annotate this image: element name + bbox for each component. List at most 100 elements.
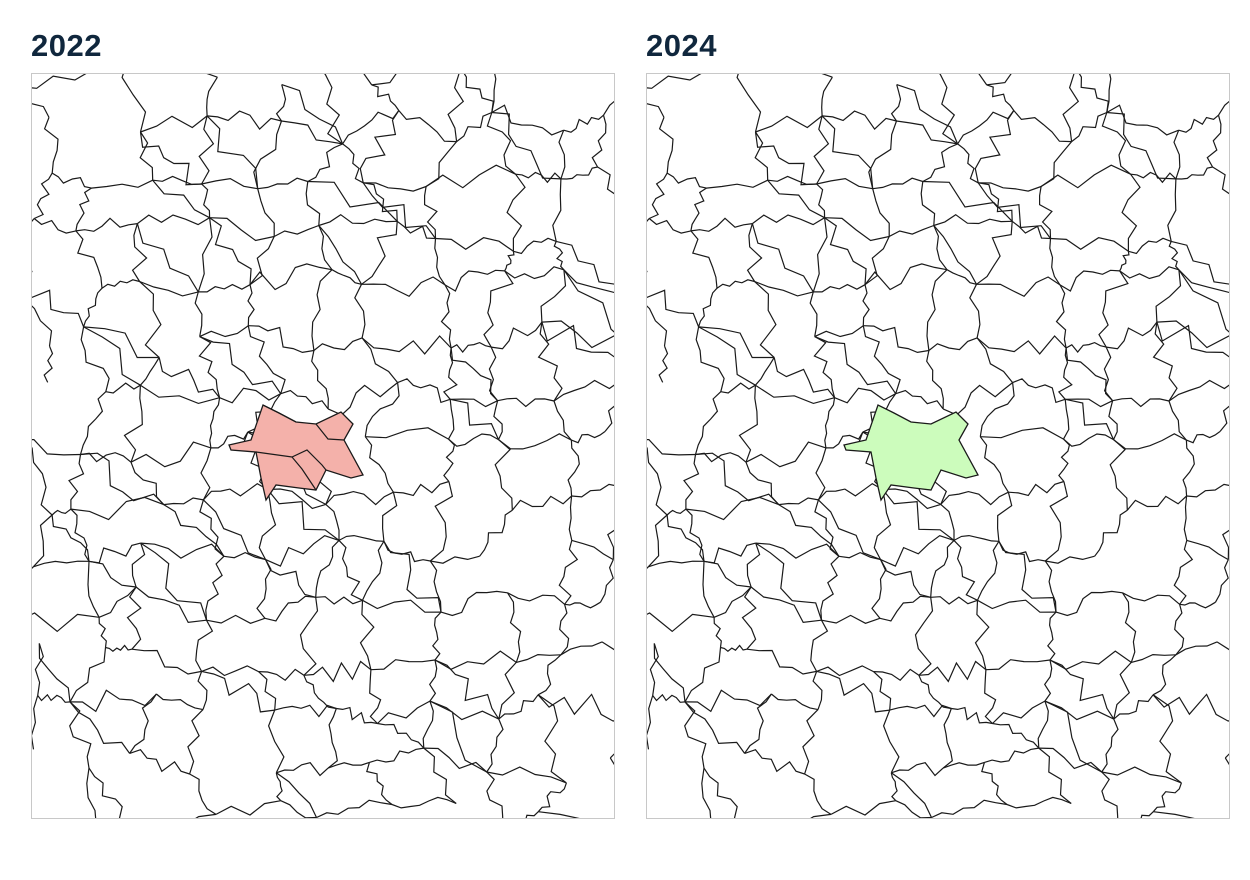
boundary-line — [428, 659, 438, 702]
boundary-line — [653, 643, 686, 702]
map-panel-2022[interactable] — [31, 73, 615, 819]
boundary-line — [658, 345, 669, 383]
boundary-line — [946, 269, 977, 285]
boundary-line — [703, 767, 738, 818]
boundary-line — [821, 76, 833, 116]
boundary-line — [456, 111, 493, 143]
boundary-line — [984, 669, 997, 724]
boundary-line — [873, 489, 892, 560]
boundary-line — [695, 326, 725, 392]
boundary-line — [199, 325, 249, 338]
boundary-line — [325, 490, 394, 506]
highlighted-region[interactable] — [843, 404, 979, 502]
boundary-line — [810, 619, 829, 672]
boundary-line — [1044, 560, 1057, 613]
boundary-line — [1183, 495, 1188, 541]
boundary-line — [978, 182, 1013, 222]
boundary-line — [325, 503, 340, 541]
boundary-line — [812, 671, 823, 710]
boundary-line — [895, 389, 944, 410]
boundary-line — [976, 540, 1000, 601]
boundary-line — [281, 120, 343, 145]
boundary-line — [1103, 346, 1114, 402]
boundary-line — [363, 182, 427, 192]
boundary-line — [32, 447, 53, 516]
boundary-line — [136, 223, 199, 293]
boundary-line — [931, 799, 1008, 818]
boundary-line — [443, 438, 456, 482]
boundary-line — [695, 452, 780, 506]
boundary-line — [933, 225, 978, 285]
boundary-line — [1071, 111, 1108, 143]
boundary-line — [969, 284, 981, 339]
boundary-line — [1121, 173, 1141, 252]
highlighted-region[interactable] — [228, 404, 364, 502]
boundary-line — [541, 320, 614, 349]
boundary-line — [140, 384, 220, 405]
boundary-line — [553, 400, 572, 441]
boundary-line — [1055, 284, 1067, 349]
boundary-line — [998, 541, 1046, 563]
boundary-line — [105, 382, 141, 394]
boundary-line — [942, 761, 985, 769]
boundary-line — [1065, 398, 1113, 408]
boundary-line — [978, 74, 988, 86]
boundary-line — [1063, 433, 1114, 447]
boundary-line — [488, 346, 499, 402]
boundary-line — [32, 612, 100, 633]
boundary-line — [275, 772, 283, 802]
boundary-line — [541, 321, 614, 358]
boundary-line — [199, 336, 282, 395]
boundary-line — [249, 263, 333, 291]
boundary-line — [824, 217, 890, 242]
boundary-line — [33, 218, 77, 234]
boundary-line — [553, 379, 614, 402]
boundary-line — [444, 269, 505, 292]
boundary-line — [1130, 171, 1177, 184]
boundary-line — [429, 481, 454, 562]
boundary-line — [486, 771, 504, 818]
boundary-line — [1122, 592, 1180, 605]
boundary-line — [891, 762, 944, 777]
map-2022 — [32, 74, 614, 818]
boundary-line — [658, 117, 674, 174]
boundary-line — [361, 337, 399, 383]
boundary-line — [558, 540, 579, 605]
boundary-line — [979, 382, 1015, 437]
boundary-line — [922, 143, 958, 183]
boundary-line — [560, 641, 603, 656]
boundary-line — [942, 708, 953, 769]
boundary-line — [424, 186, 438, 239]
boundary-line — [571, 483, 614, 498]
boundary-line — [1152, 654, 1177, 696]
boundary-line — [274, 704, 337, 718]
boundary-line — [746, 223, 763, 282]
boundary-line — [820, 555, 840, 621]
boundary-line — [825, 431, 864, 449]
boundary-line — [1173, 129, 1181, 180]
boundary-line — [1152, 322, 1178, 402]
boundary-line — [920, 181, 936, 226]
sub-boundary-line — [255, 449, 327, 471]
boundary-line — [140, 542, 225, 559]
boundary-line — [926, 269, 948, 351]
boundary-line — [209, 217, 252, 285]
boundary-line — [342, 110, 400, 145]
boundary-line — [361, 335, 452, 355]
boundary-line — [201, 183, 211, 218]
boundary-line — [209, 217, 275, 242]
boundary-line — [1038, 747, 1072, 804]
boundary-line — [83, 326, 160, 359]
boundary-line — [976, 276, 1061, 298]
boundary-line — [816, 665, 874, 677]
map-panel-2024[interactable] — [646, 73, 1230, 819]
boundary-line — [604, 405, 614, 432]
boundary-line — [810, 813, 832, 818]
boundary-line — [381, 492, 398, 542]
boundary-line — [706, 179, 768, 189]
boundary-line — [918, 675, 952, 710]
boundary-line — [685, 496, 779, 521]
boundary-line — [1217, 100, 1229, 116]
boundary-line — [257, 188, 275, 237]
boundary-line — [370, 659, 436, 671]
